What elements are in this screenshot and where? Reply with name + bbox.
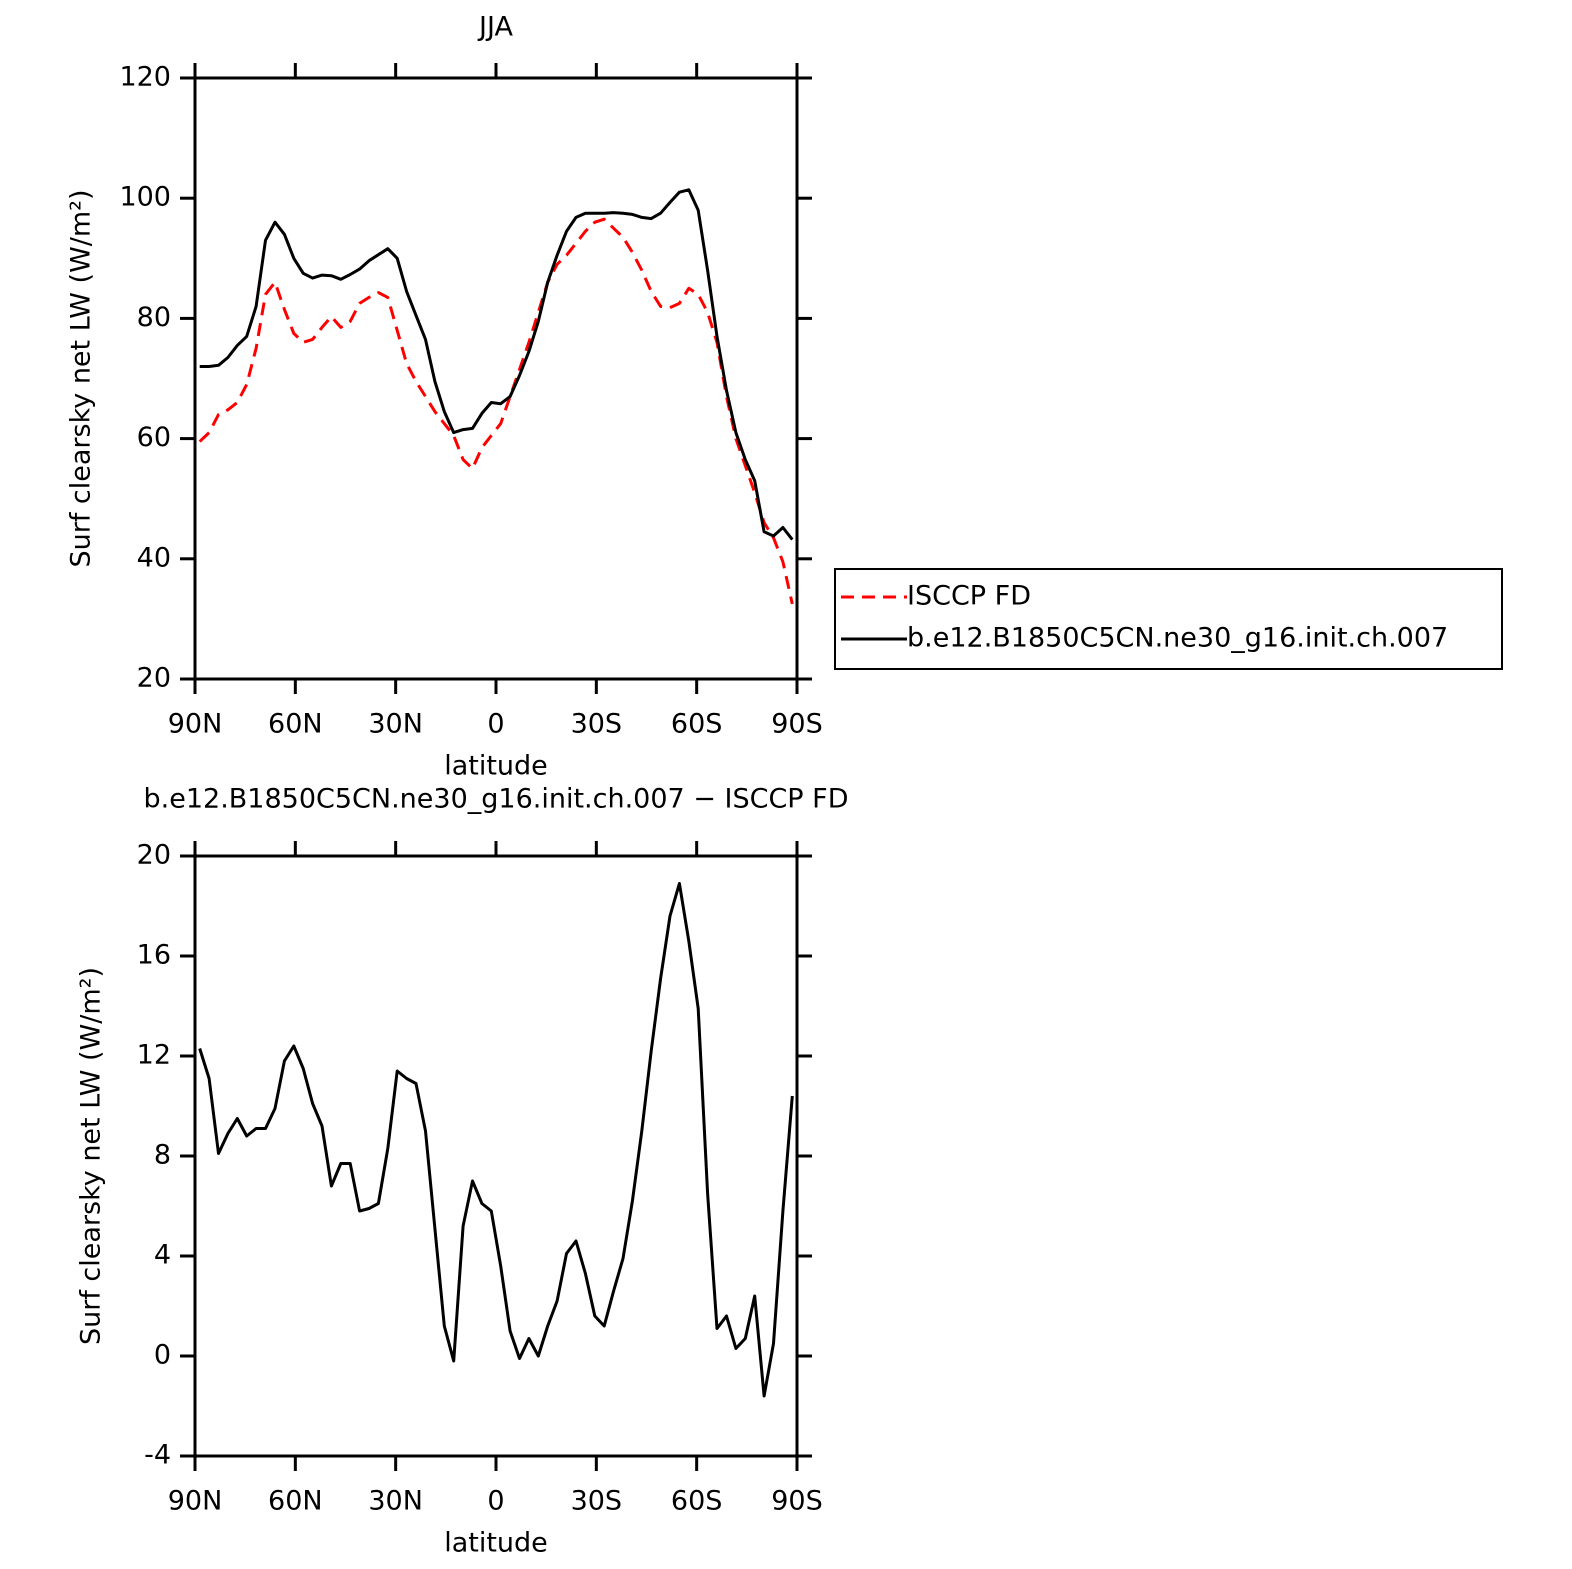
x-tick-label: 60N [268, 709, 323, 740]
y-tick-label: 20 [137, 663, 171, 694]
y-axis-label: Surf clearsky net LW (W/m²) [66, 189, 97, 567]
x-tick-label: 90N [168, 1486, 223, 1517]
legend-label: ISCCP FD [907, 581, 1031, 612]
chart-title: JJA [477, 12, 513, 43]
plot-frame [193, 854, 799, 1458]
y-tick-label: 12 [137, 1040, 171, 1071]
legend-box [834, 568, 1503, 670]
y-tick-label: 20 [137, 840, 171, 871]
x-tick-label: 90S [771, 709, 823, 740]
y-tick-label: 120 [119, 62, 171, 93]
series-line [199, 188, 794, 541]
x-tick-label: 60N [268, 1486, 323, 1517]
x-axis-label: latitude [444, 1528, 548, 1559]
x-tick-label: 60S [671, 709, 723, 740]
legend-label: b.e12.B1850C5CN.ne30_g16.init.ch.007 [907, 623, 1448, 654]
plot-frame [193, 76, 799, 681]
series-line [198, 217, 794, 605]
x-tick-label: 0 [487, 1486, 504, 1517]
y-tick-label: 100 [119, 182, 171, 213]
x-tick-label: 0 [487, 709, 504, 740]
y-tick-label: 16 [137, 940, 171, 971]
y-tick-label: 60 [137, 422, 171, 453]
x-tick-label: 30N [368, 1486, 423, 1517]
x-axis-label: latitude [444, 751, 548, 782]
data-line [198, 882, 794, 1398]
y-tick-label: 0 [154, 1340, 171, 1371]
x-tick-label: 30S [571, 709, 623, 740]
x-tick-label: 90S [771, 1486, 823, 1517]
y-tick-label: 40 [137, 542, 171, 573]
y-tick-label: 4 [154, 1240, 171, 1271]
x-tick-label: 30N [368, 709, 423, 740]
y-tick-label: -4 [144, 1440, 171, 1471]
y-tick-label: 8 [154, 1140, 171, 1171]
y-axis-label: Surf clearsky net LW (W/m²) [76, 967, 107, 1345]
x-tick-label: 60S [671, 1486, 723, 1517]
x-tick-label: 30S [571, 1486, 623, 1517]
y-tick-label: 80 [137, 302, 171, 333]
chart-title: b.e12.B1850C5CN.ne30_g16.init.ch.007 − I… [144, 784, 849, 815]
x-tick-label: 90N [168, 709, 223, 740]
